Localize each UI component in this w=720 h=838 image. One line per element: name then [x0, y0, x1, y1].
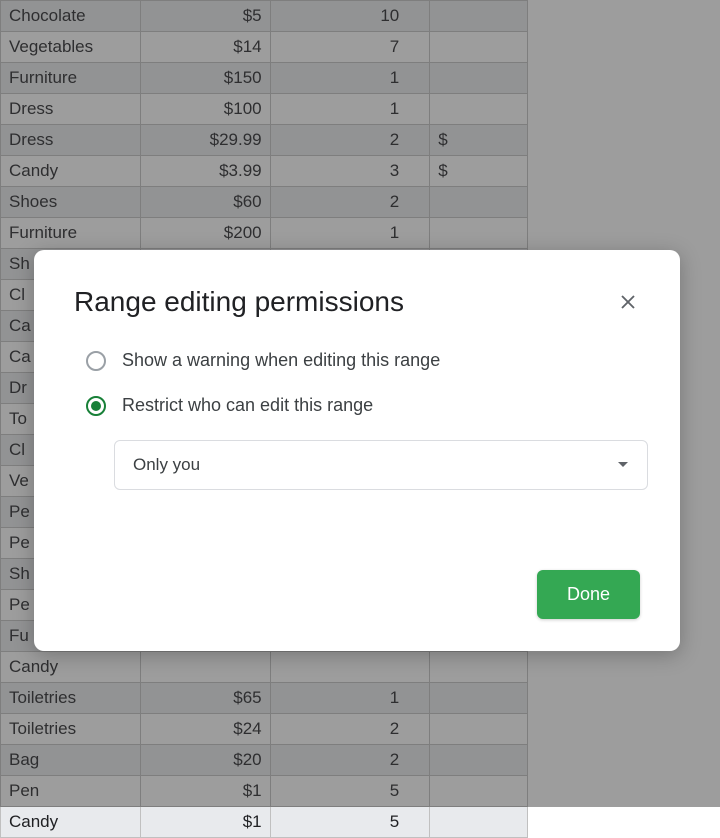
radio-icon: [86, 351, 106, 371]
cell[interactable]: Candy: [1, 807, 141, 838]
radio-icon-selected: [86, 396, 106, 416]
close-button[interactable]: [616, 290, 640, 314]
dialog-title: Range editing permissions: [74, 286, 404, 318]
range-permissions-dialog: Range editing permissions Show a warning…: [34, 250, 680, 651]
chevron-down-icon: [617, 456, 629, 474]
dropdown-selected-value: Only you: [133, 455, 200, 475]
done-button[interactable]: Done: [537, 570, 640, 619]
dialog-footer: Done: [74, 570, 640, 619]
table-row: Candy$15: [1, 807, 528, 838]
radio-option-restrict[interactable]: Restrict who can edit this range: [86, 395, 640, 416]
cell[interactable]: [430, 807, 528, 838]
cell[interactable]: 5: [270, 807, 430, 838]
radio-label-warning: Show a warning when editing this range: [122, 350, 440, 371]
close-icon: [619, 293, 637, 311]
dialog-header: Range editing permissions: [74, 286, 640, 318]
editor-dropdown[interactable]: Only you: [114, 440, 648, 490]
cell[interactable]: $1: [140, 807, 270, 838]
permission-radio-group: Show a warning when editing this range R…: [86, 350, 640, 416]
radio-option-warning[interactable]: Show a warning when editing this range: [86, 350, 640, 371]
radio-label-restrict: Restrict who can edit this range: [122, 395, 373, 416]
